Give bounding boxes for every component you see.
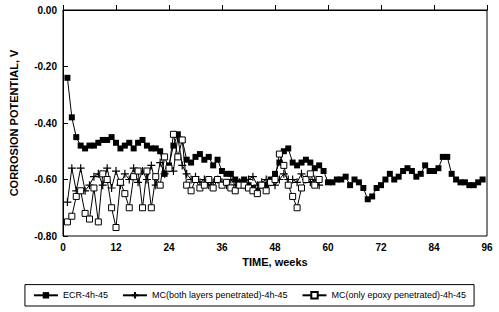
- svg-text:36: 36: [216, 242, 228, 253]
- svg-text:MC(only epoxy penetrated)-4h-4: MC(only epoxy penetrated)-4h-45: [332, 290, 467, 300]
- svg-text:CORROSION POTENTIAL, V: CORROSION POTENTIAL, V: [8, 49, 20, 196]
- svg-text:0: 0: [60, 242, 66, 253]
- svg-text:-0.20: -0.20: [34, 61, 57, 72]
- svg-text:84: 84: [428, 242, 440, 253]
- svg-text:ECR-4h-45: ECR-4h-45: [63, 290, 108, 300]
- svg-text:-0.40: -0.40: [34, 118, 57, 129]
- svg-text:96: 96: [481, 242, 493, 253]
- svg-text:24: 24: [163, 242, 175, 253]
- svg-text:-0.60: -0.60: [34, 174, 57, 185]
- svg-text:TIME, weeks: TIME, weeks: [242, 256, 307, 268]
- svg-text:-0.80: -0.80: [34, 231, 57, 242]
- svg-text:12: 12: [110, 242, 122, 253]
- svg-text:0.00: 0.00: [38, 5, 58, 16]
- svg-text:48: 48: [269, 242, 281, 253]
- svg-text:60: 60: [322, 242, 334, 253]
- svg-text:MC(both layers penetrated)-4h-: MC(both layers penetrated)-4h-45: [152, 290, 288, 300]
- svg-text:72: 72: [375, 242, 387, 253]
